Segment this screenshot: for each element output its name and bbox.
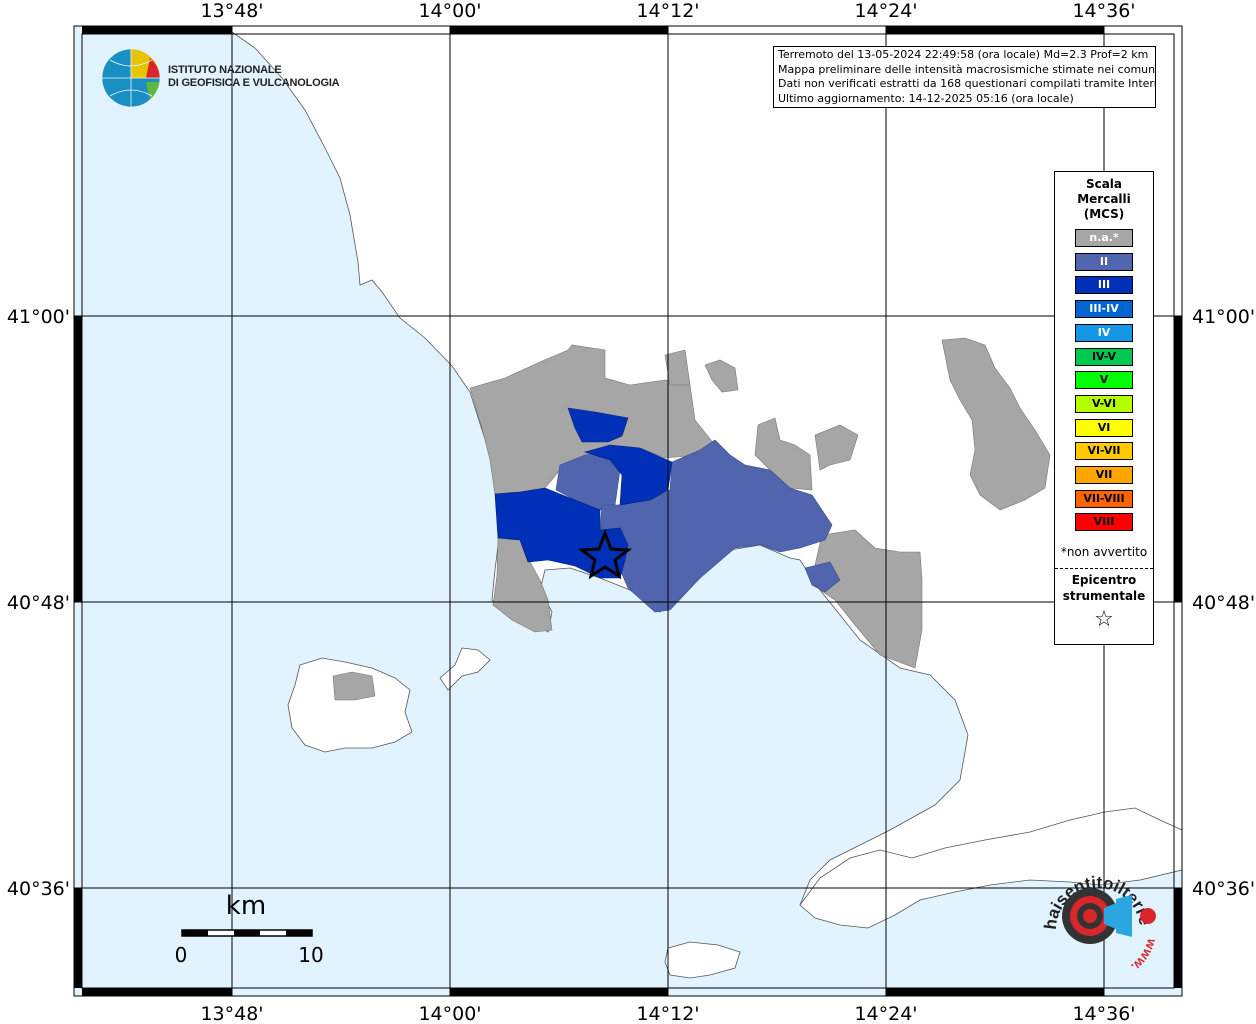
comuni-intensity-ii bbox=[555, 439, 841, 613]
top-label-4: 14°24' bbox=[854, 0, 917, 22]
legend-separator bbox=[1055, 568, 1153, 569]
bottom-label-4: 14°24' bbox=[854, 1003, 917, 1024]
legend-epicentre-label: Epicentro strumentale bbox=[1055, 572, 1153, 604]
legend-item-vi: VI bbox=[1075, 418, 1133, 437]
procida-island bbox=[439, 647, 491, 691]
legend-item-v-vi: V-VI bbox=[1075, 394, 1133, 413]
top-label-2: 14°00' bbox=[418, 0, 481, 22]
info-line-4: Ultimo aggiornamento: 14-12-2025 05:16 (… bbox=[778, 91, 1074, 105]
legend-item-vii-viii: VII-VIII bbox=[1075, 489, 1133, 508]
right-label-2: 40°48' bbox=[1192, 592, 1255, 614]
speaker-icon bbox=[1104, 895, 1132, 937]
scale-min: 0 bbox=[175, 943, 188, 967]
left-label-1: 41°00' bbox=[7, 306, 70, 328]
bottom-label-1: 13°48' bbox=[200, 1003, 263, 1024]
legend-item-vii: VII bbox=[1075, 466, 1133, 484]
left-label-3: 40°36' bbox=[7, 878, 70, 900]
scale-bar: km 0 10 bbox=[175, 891, 324, 967]
logo-line-1: ISTITUTO NAZIONALE bbox=[168, 64, 282, 76]
top-label-1: 13°48' bbox=[200, 0, 263, 22]
event-info-box: Terremoto del 13-05-2024 22:49:58 (ora l… bbox=[773, 46, 1156, 108]
legend-item-ii: II bbox=[1075, 252, 1133, 271]
legend-item-viii: VIII bbox=[1075, 513, 1133, 532]
legend-epicentre-line-1: Epicentro bbox=[1071, 573, 1137, 587]
legend-item-iii-iv: III-IV bbox=[1075, 300, 1133, 319]
legend-title: Scala Mercalli (MCS) bbox=[1055, 177, 1153, 222]
comuni-intensity-iii bbox=[494, 407, 673, 579]
legend-star-icon: ☆ bbox=[1094, 607, 1114, 632]
legend-item-n-a: n.a.* bbox=[1075, 229, 1133, 247]
scale-max: 10 bbox=[298, 943, 323, 967]
legend-note: *non avvertito bbox=[1060, 545, 1148, 559]
legend-title-line-1: Scala bbox=[1085, 177, 1123, 191]
bottom-label-5: 14°36' bbox=[1072, 1003, 1135, 1024]
ischia-island bbox=[287, 657, 413, 753]
graticule bbox=[74, 26, 1182, 996]
mcs-legend: Scala Mercalli (MCS) n.a.* II III III-IV IV I… bbox=[1054, 171, 1154, 645]
legend-epicentre-line-2: strumentale bbox=[1062, 589, 1146, 603]
legend-item-iv-v: IV-V bbox=[1075, 347, 1133, 366]
legend-item-vi-vii: VI-VII bbox=[1075, 442, 1133, 461]
info-line-2: Mappa preliminare delle intensità macros… bbox=[778, 62, 1156, 76]
map-frame bbox=[73, 25, 1183, 997]
info-line-1: Terremoto del 13-05-2024 22:49:58 (ora l… bbox=[778, 48, 1149, 61]
legend-title-line-3: (MCS) bbox=[1083, 207, 1125, 221]
logo-line-2: DI GEOFISICA E VULCANOLOGIA bbox=[168, 77, 340, 89]
top-label-5: 14°36' bbox=[1072, 0, 1135, 22]
bottom-label-2: 14°00' bbox=[418, 1003, 481, 1024]
right-label-3: 40°36' bbox=[1192, 878, 1255, 900]
epicentre-star bbox=[577, 528, 633, 580]
top-label-3: 14°12' bbox=[636, 0, 699, 22]
ingv-logo-text: ISTITUTO NAZIONALE DI GEOFISICA E VULCAN… bbox=[168, 64, 340, 90]
legend-item-iv: IV bbox=[1075, 323, 1133, 342]
bottom-label-3: 14°12' bbox=[636, 1003, 699, 1024]
left-label-2: 40°48' bbox=[7, 592, 70, 614]
right-label-1: 41°00' bbox=[1192, 306, 1255, 328]
legend-item-iii: III bbox=[1075, 276, 1133, 295]
scale-unit: km bbox=[226, 891, 266, 921]
legend-title-line-2: Mercalli bbox=[1077, 192, 1131, 206]
ingv-globe-icon bbox=[101, 48, 161, 108]
legend-item-v: V bbox=[1075, 371, 1133, 390]
info-line-3: Dati non verificati estratti da 168 ques… bbox=[778, 77, 1156, 90]
